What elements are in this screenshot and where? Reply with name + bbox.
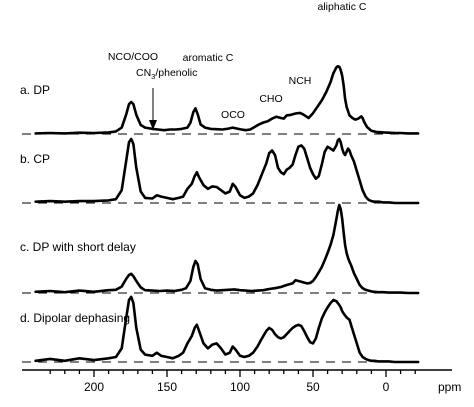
x-axis-label: ppm <box>438 380 461 394</box>
annotation-oco: OCO <box>221 109 245 121</box>
x-tick-label-150: 150 <box>157 380 177 394</box>
annotation-nco-coo: NCO/COO <box>108 51 158 63</box>
annotation-cn3-phenolic: CN3/phenolic <box>136 67 197 81</box>
x-tick-label-0: 0 <box>383 380 390 394</box>
cn3-arrow-head <box>149 120 157 130</box>
spectrum-line-3 <box>34 203 420 295</box>
annotation-layer: NCO/COO CN3/phenolic aromatic C OCO CHO NCH al… <box>108 1 367 121</box>
series-label-1: a. DP <box>20 83 50 97</box>
x-ticks: 200 150 100 50 0 <box>49 370 416 394</box>
x-tick-label-200: 200 <box>84 380 104 394</box>
series-label-3: c. DP with short delay <box>20 240 136 254</box>
annotation-aromatic-c: aromatic C <box>183 52 234 64</box>
series-label-4: d. Dipolar dephasing <box>20 311 130 325</box>
annotation-nch: NCH <box>289 75 312 87</box>
annotation-cho: CHO <box>259 93 282 105</box>
x-tick-label-50: 50 <box>306 380 320 394</box>
spectrum-line-4 <box>34 295 420 364</box>
series-label-2: b. CP <box>20 152 50 166</box>
annotation-aliphatic-c: aliphatic C <box>317 1 366 13</box>
x-tick-label-100: 100 <box>230 380 250 394</box>
spectrum-line-1 <box>34 64 420 135</box>
spectrum-line-2 <box>34 137 420 205</box>
spectra-layer: a. DP b. CP c. DP with short delay d. Dipol… <box>20 64 420 364</box>
